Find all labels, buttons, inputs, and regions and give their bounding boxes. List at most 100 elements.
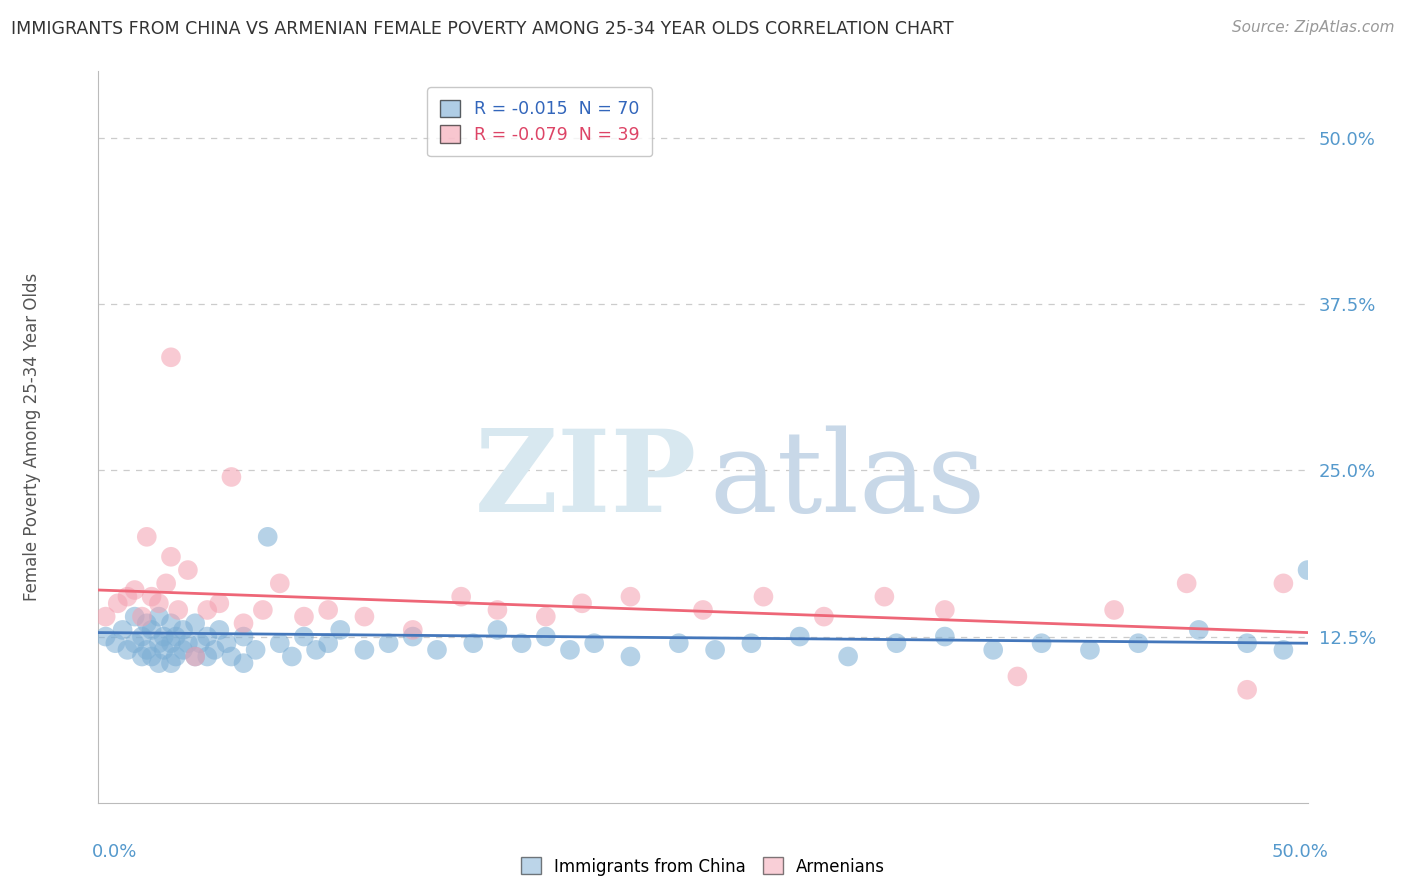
Point [583,636,606,650]
Point [195,649,218,664]
Point [704,643,727,657]
Point [135,643,157,657]
Text: 50.0%: 50.0% [1272,843,1329,861]
Point [1188,623,1211,637]
Point [292,609,315,624]
Point [184,616,207,631]
Point [245,643,267,657]
Point [292,630,315,644]
Text: ZIP: ZIP [475,425,697,536]
Point [215,636,238,650]
Point [1031,636,1053,650]
Point [981,643,1004,657]
Point [1236,682,1258,697]
Point [160,656,183,670]
Point [148,636,170,650]
Point [148,656,170,670]
Point [141,623,163,637]
Point [252,603,274,617]
Point [124,636,146,650]
Point [692,603,714,617]
Point [160,351,183,365]
Point [1236,636,1258,650]
Point [426,643,449,657]
Point [740,636,762,650]
Point [619,649,641,664]
Point [281,649,304,664]
Point [160,636,183,650]
Point [450,590,472,604]
Point [117,590,139,604]
Point [184,649,207,664]
Text: 0.0%: 0.0% [91,843,136,861]
Point [668,636,690,650]
Point [837,649,859,664]
Point [486,623,509,637]
Point [402,630,425,644]
Point [172,643,194,657]
Point [1296,563,1319,577]
Point [619,590,641,604]
Point [177,636,200,650]
Point [316,636,339,650]
Text: Source: ZipAtlas.com: Source: ZipAtlas.com [1232,20,1395,35]
Point [172,623,194,637]
Point [177,563,200,577]
Point [463,636,485,650]
Point [188,636,211,650]
Point [1272,576,1295,591]
Point [1078,643,1101,657]
Point [1272,643,1295,657]
Point [934,630,956,644]
Text: IMMIGRANTS FROM CHINA VS ARMENIAN FEMALE POVERTY AMONG 25-34 YEAR OLDS CORRELATI: IMMIGRANTS FROM CHINA VS ARMENIAN FEMALE… [11,20,953,37]
Point [269,576,291,591]
Point [141,649,163,664]
Point [124,609,146,624]
Point [208,623,231,637]
Point [135,616,157,631]
Point [316,603,339,617]
Point [152,643,174,657]
Point [486,603,509,617]
Point [195,603,218,617]
Point [813,609,835,624]
Point [160,549,183,564]
Point [111,623,134,637]
Point [167,603,190,617]
Point [510,636,533,650]
Point [165,630,187,644]
Point [131,609,153,624]
Point [94,630,117,644]
Point [256,530,278,544]
Point [1007,669,1029,683]
Point [117,643,139,657]
Point [141,590,163,604]
Point [152,630,174,644]
Point [131,630,153,644]
Point [353,643,375,657]
Point [329,623,352,637]
Point [558,643,581,657]
Point [534,630,557,644]
Point [107,596,129,610]
Point [155,576,177,591]
Point [131,649,153,664]
Point [789,630,811,644]
Point [269,636,291,650]
Point [752,590,775,604]
Point [377,636,399,650]
Point [873,590,896,604]
Point [534,609,557,624]
Point [135,530,157,544]
Point [571,596,593,610]
Point [94,609,117,624]
Point [232,630,254,644]
Point [934,603,956,617]
Point [1128,636,1150,650]
Point [221,470,243,484]
Text: Female Poverty Among 25-34 Year Olds: Female Poverty Among 25-34 Year Olds [22,273,41,601]
Point [204,643,226,657]
Point [353,609,375,624]
Point [195,630,218,644]
Legend: Immigrants from China, Armenians: Immigrants from China, Armenians [515,851,891,882]
